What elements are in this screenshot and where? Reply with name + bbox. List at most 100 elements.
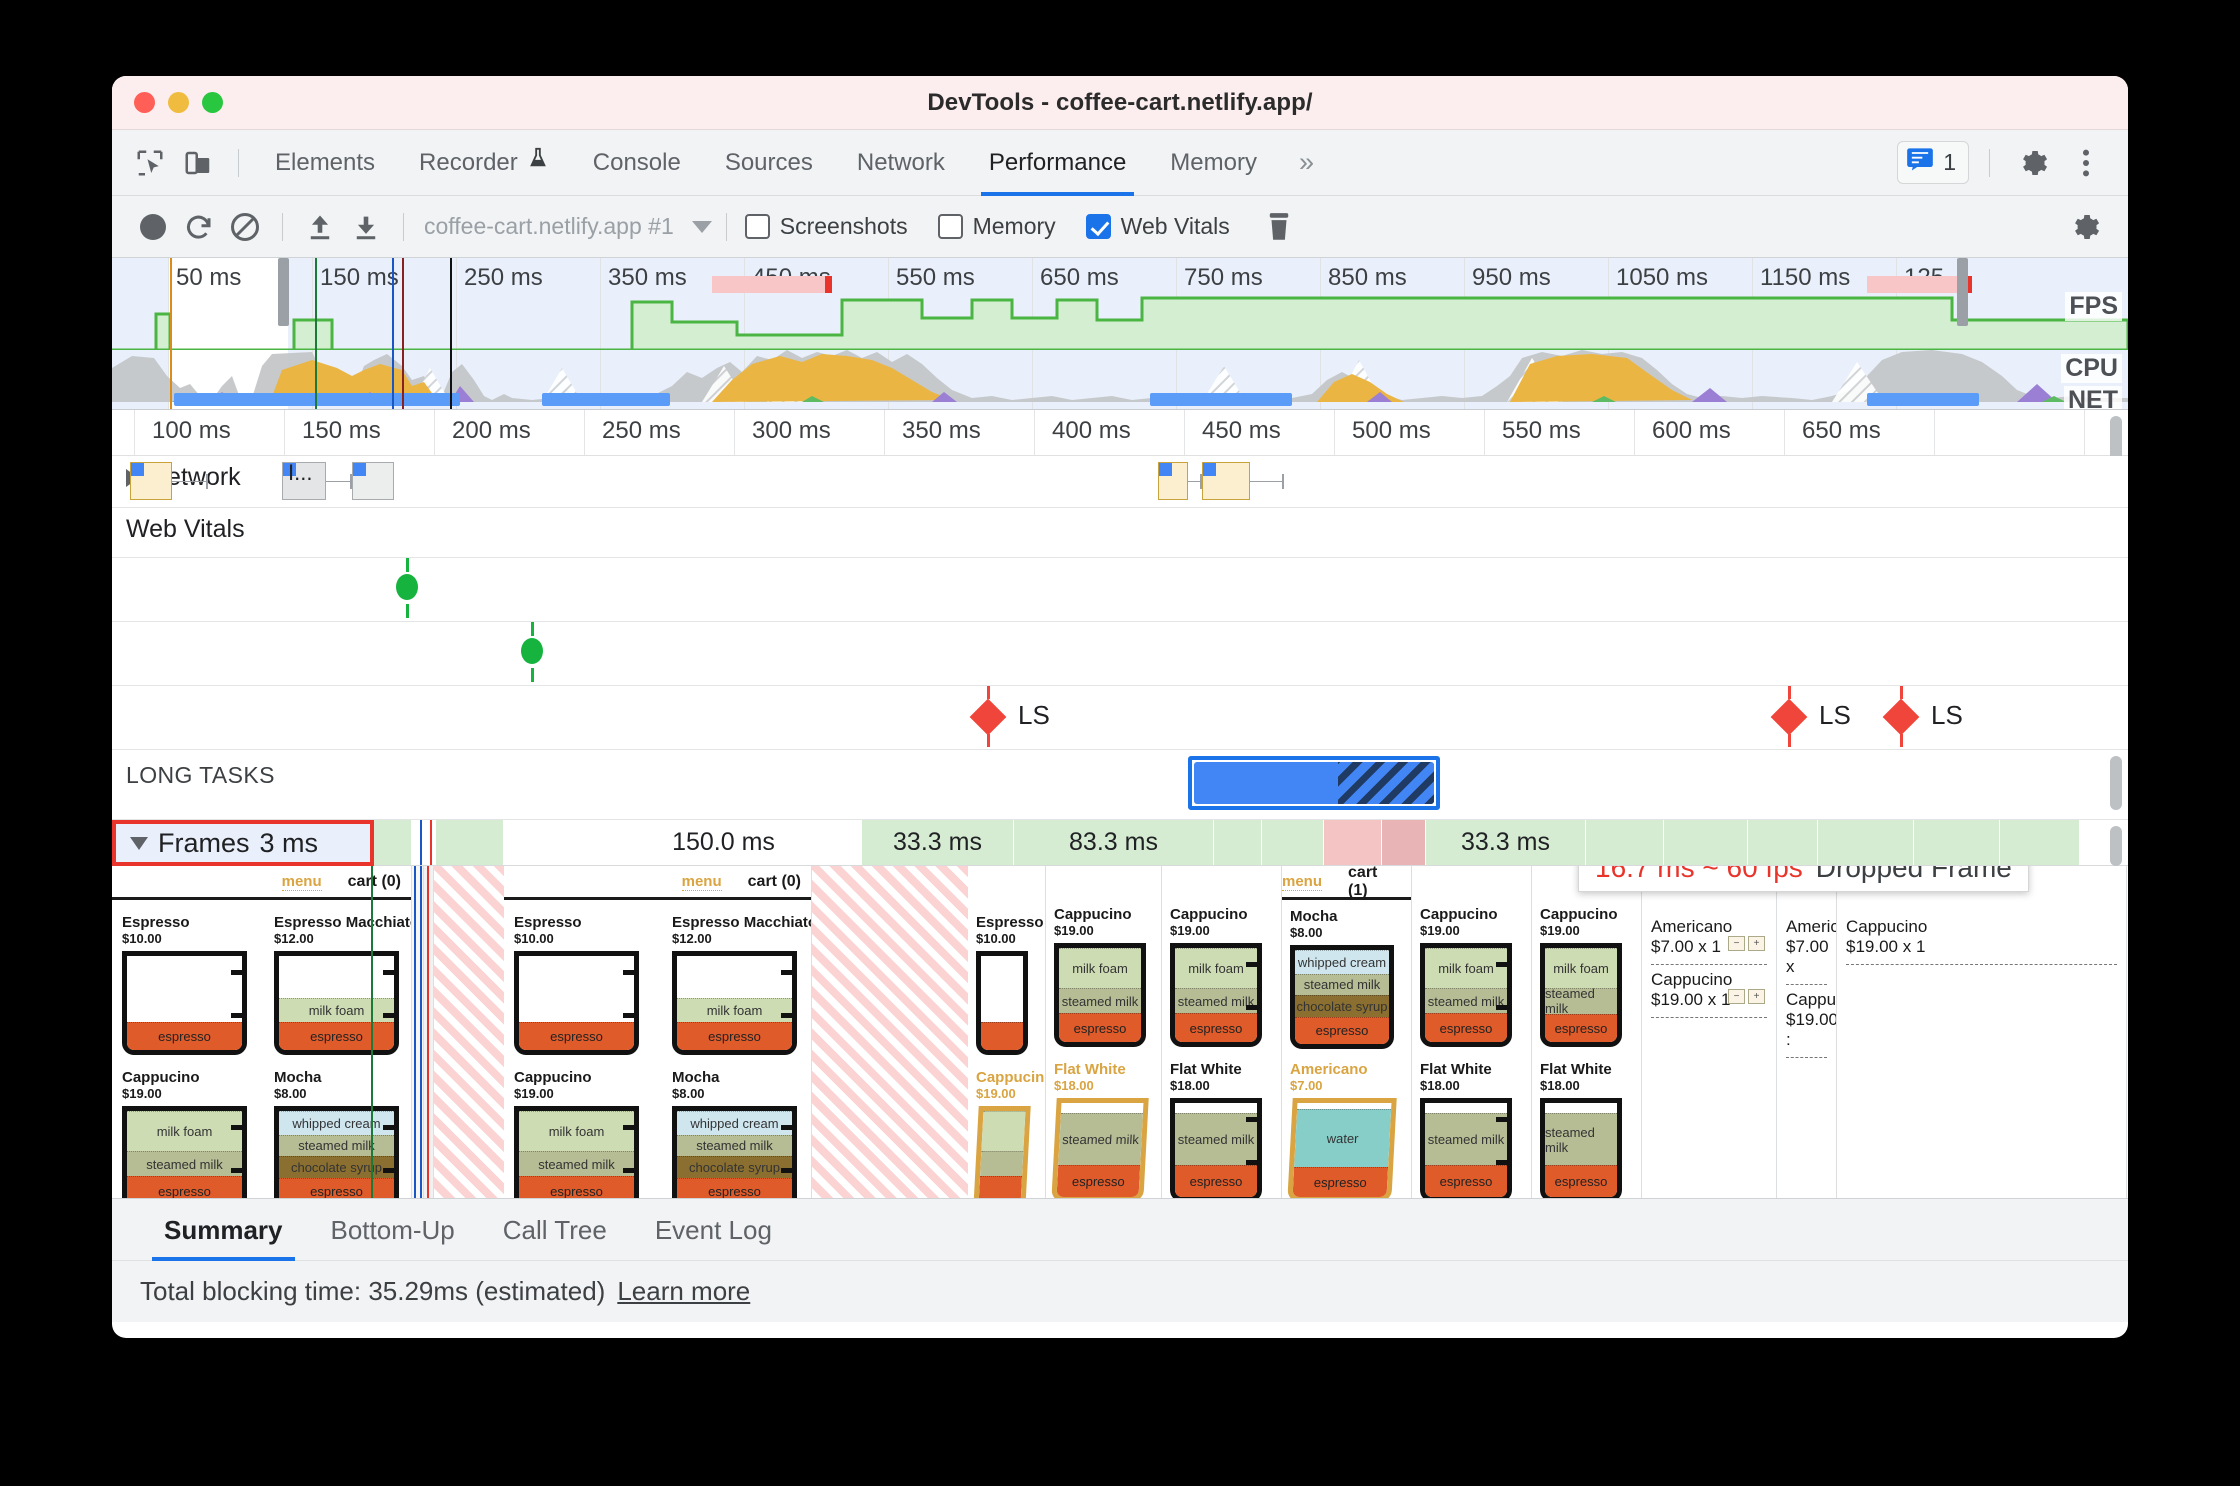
product-card[interactable]: Flat White $18.00 steamed milk espresso	[1051, 1061, 1161, 1198]
device-toolbar-icon[interactable]	[176, 141, 220, 185]
network-track[interactable]: Network I...	[112, 456, 2128, 508]
overview-range-handle-right[interactable]	[1957, 258, 1968, 326]
product-card[interactable]: Espresso $10.00	[976, 914, 1045, 1055]
web-vital-marker-dot[interactable]	[521, 638, 543, 664]
clear-recording-icon[interactable]	[222, 204, 268, 250]
frame-segment[interactable]	[1914, 820, 2000, 865]
web-vitals-fcp-row[interactable]	[112, 558, 2128, 622]
screenshot-frame[interactable]: Cappucino $19.00 milk foam steamed milk …	[1162, 866, 1282, 1198]
product-card[interactable]: Flat White $18.00 steamed milk espresso	[1170, 1061, 1281, 1198]
cart-link[interactable]: cart (1)	[1348, 866, 1378, 899]
screenshot-frame[interactable]: Espresso $10.00 Cappucino $19.00	[968, 866, 1046, 1198]
collapse-arrow-icon[interactable]	[130, 836, 148, 850]
frame-segment[interactable]	[374, 820, 412, 865]
web-vitals-layout-shift-row[interactable]: LS LS LS	[112, 686, 2128, 750]
product-card[interactable]: Cappucino $19.00 milk foam steamed milk …	[1054, 906, 1161, 1047]
screenshot-frame-narrow[interactable]	[412, 866, 424, 1198]
tab-sources[interactable]: Sources	[703, 130, 835, 196]
save-profile-icon[interactable]	[343, 204, 389, 250]
window-controls[interactable]	[134, 92, 223, 113]
tab-recorder[interactable]: Recorder	[397, 130, 571, 196]
timeline-overview[interactable]: 50 ms 150 ms 250 ms 350 ms 450 ms 550 ms…	[112, 258, 2128, 410]
cart-link[interactable]: cart (0)	[747, 872, 801, 890]
frame-segment[interactable]	[436, 820, 504, 865]
product-card[interactable]: Espresso Macchiato $12.00 milk foam espr…	[672, 914, 811, 1055]
menu-link[interactable]: menu	[281, 872, 322, 891]
checkbox-box[interactable]	[937, 214, 963, 239]
cart-item[interactable]: America $7.00 x	[1786, 912, 1836, 985]
tab-call-tree[interactable]: Call Tree	[479, 1199, 631, 1261]
layout-shift-marker[interactable]	[1770, 698, 1808, 736]
product-card[interactable]: Cappucino $19.00 milk foam steamed milk …	[1170, 906, 1281, 1047]
product-card[interactable]: Cappucino $19.00 milk foam steamed milk …	[1540, 906, 1641, 1047]
frame-segment[interactable]	[504, 820, 586, 865]
frame-segment[interactable]	[1748, 820, 1818, 865]
product-card[interactable]: Flat White $18.00 steamed milk espresso	[1420, 1061, 1531, 1198]
screenshot-frame[interactable]: Cappucino $19.00 milk foam steamed milk …	[1412, 866, 1532, 1198]
menu-link[interactable]: menu	[681, 872, 722, 891]
memory-checkbox[interactable]: Memory	[937, 213, 1082, 240]
frame-segment[interactable]	[1818, 820, 1914, 865]
timeline-ruler[interactable]: 100 ms 150 ms 200 ms 250 ms 300 ms 350 m…	[112, 410, 2128, 470]
frame-segment[interactable]	[424, 820, 432, 865]
network-request[interactable]	[130, 462, 172, 500]
quantity-stepper[interactable]: − +	[1728, 936, 1765, 951]
cart-item[interactable]: Cappucino $19.00 x 1	[1846, 912, 2117, 965]
more-tabs-icon[interactable]: »	[1298, 147, 1314, 177]
web-vital-marker-dot[interactable]	[396, 574, 418, 600]
reload-and-record-icon[interactable]	[176, 204, 222, 250]
quantity-stepper[interactable]: − +	[1728, 989, 1765, 1004]
product-card[interactable]: Cappucino $19.00 milk foam steamed milk …	[1420, 906, 1531, 1047]
screenshot-filmstrip[interactable]: menu cart (0) Espresso $10.00 espresso E…	[112, 866, 2128, 1198]
learn-more-link[interactable]: Learn more	[617, 1276, 751, 1306]
increment-button[interactable]: +	[1748, 989, 1765, 1004]
trash-icon[interactable]	[1256, 204, 1302, 250]
network-request[interactable]	[1202, 462, 1250, 500]
web-vitals-checkbox[interactable]: Web Vitals	[1085, 213, 1256, 240]
web-vitals-track-header-row[interactable]: Web Vitals	[112, 508, 2128, 558]
tab-summary[interactable]: Summary	[140, 1199, 307, 1261]
product-card[interactable]: Mocha $8.00 whipped cream steamed milk c…	[672, 1069, 797, 1198]
checkbox-box[interactable]	[744, 214, 770, 239]
product-card[interactable]: Flat White $18.00 steamed milk espresso	[1540, 1061, 1641, 1198]
network-request[interactable]	[352, 462, 394, 500]
layout-shift-marker[interactable]	[1882, 698, 1920, 736]
screenshot-frame[interactable]: menu cart (1) Mocha $8.00 whipped cream …	[1282, 866, 1412, 1198]
network-request[interactable]	[282, 462, 326, 500]
record-button-icon[interactable]	[130, 204, 176, 250]
vertical-scrollbar-thumb-3[interactable]	[2110, 826, 2122, 866]
cart-link[interactable]: cart (0)	[347, 872, 401, 890]
tab-performance[interactable]: Performance	[967, 130, 1148, 196]
screenshot-frame-cart[interactable]: Cappucino $19.00 x 1	[1837, 866, 2127, 1198]
load-profile-icon[interactable]	[297, 204, 343, 250]
checkbox-box[interactable]	[1085, 214, 1111, 239]
network-track-header[interactable]: Network	[112, 456, 2128, 492]
screenshot-frame[interactable]: Cappucino $19.00 milk foam steamed milk …	[1046, 866, 1162, 1198]
frame-segment[interactable]	[1214, 820, 1262, 865]
product-card[interactable]: Espresso $10.00 espresso	[514, 914, 639, 1055]
frame-segment-labelled[interactable]: 33.3 ms	[1426, 820, 1586, 865]
product-card[interactable]: Americano $7.00 water espresso	[1287, 1061, 1411, 1198]
profile-name-label[interactable]: coffee-cart.netlify.app #1	[424, 213, 674, 239]
screenshots-checkbox[interactable]: Screenshots	[744, 213, 934, 240]
screenshot-frame-narrow[interactable]	[424, 866, 434, 1198]
issues-button[interactable]: 1	[1897, 141, 1969, 184]
frame-segment-labelled[interactable]: 33.3 ms	[862, 820, 1014, 865]
product-card[interactable]: Mocha $8.00 whipped cream steamed milk c…	[274, 1069, 399, 1198]
frame-segment[interactable]	[2000, 820, 2080, 865]
tab-memory[interactable]: Memory	[1148, 130, 1279, 196]
screenshot-frame-cart[interactable]: Americano $7.00 x 1 − + Cappucino $19.00…	[1642, 866, 1777, 1198]
product-card[interactable]: Espresso Macchiato $12.00 milk foam espr…	[274, 914, 411, 1055]
chevron-down-icon[interactable]	[691, 220, 712, 233]
screenshot-frame[interactable]: Cappucino $19.00 milk foam steamed milk …	[1532, 866, 1642, 1198]
frame-segment-dropped[interactable]	[1324, 820, 1382, 865]
frame-segment-dropped[interactable]	[1382, 820, 1426, 865]
frames-track-header[interactable]: Frames 3 ms	[112, 820, 374, 866]
capture-settings-icon[interactable]	[2062, 205, 2106, 249]
cart-item[interactable]: Cappuc $19.00 :	[1786, 985, 1836, 1058]
tab-console[interactable]: Console	[571, 130, 703, 196]
product-card[interactable]: Mocha $8.00 whipped cream steamed milk c…	[1290, 908, 1411, 1049]
menu-link[interactable]: menu	[1282, 872, 1323, 891]
minimize-icon[interactable]	[168, 92, 189, 113]
frame-segment-labelled[interactable]: 83.3 ms	[1014, 820, 1214, 865]
